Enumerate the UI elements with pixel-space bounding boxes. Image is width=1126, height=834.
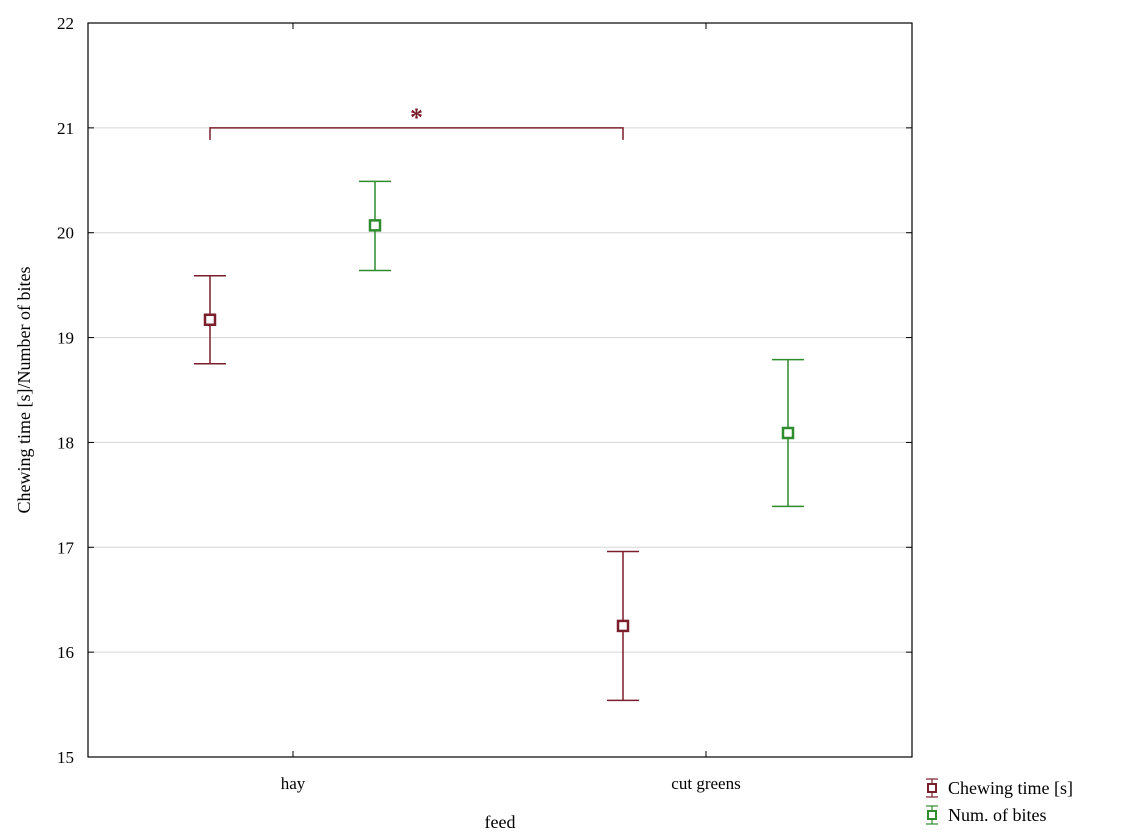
y-tick-label: 15 <box>57 748 74 767</box>
x-tick-label: hay <box>281 774 306 793</box>
legend-swatch-marker <box>927 783 937 793</box>
y-tick-label: 19 <box>57 329 74 348</box>
x-axis-title: feed <box>485 812 516 832</box>
y-tick-label: 21 <box>57 119 74 138</box>
x-tick-label: cut greens <box>671 774 740 793</box>
legend-swatch-marker <box>927 810 937 820</box>
x-axis: hay cut greens <box>281 23 741 793</box>
series <box>194 180 804 702</box>
significance-label: * <box>410 103 423 132</box>
data-point <box>616 619 630 633</box>
y-tick-label: 16 <box>57 643 74 662</box>
data-point <box>368 219 382 232</box>
plot-frame <box>87 22 913 758</box>
legend: Chewing time [s] Num. of bites <box>926 778 1073 825</box>
annotations: * <box>209 103 624 140</box>
legend-label: Num. of bites <box>948 805 1047 825</box>
data-point <box>203 313 217 326</box>
y-axis-title: Chewing time [s]/Number of bites <box>14 267 34 514</box>
significance-bracket <box>209 127 624 140</box>
legend-label: Chewing time [s] <box>948 778 1073 798</box>
y-tick-label: 18 <box>57 433 74 452</box>
y-tick-label: 22 <box>57 14 74 33</box>
series-group <box>359 180 804 508</box>
data-point <box>781 426 795 440</box>
series-group <box>194 274 639 702</box>
y-tick-label: 20 <box>57 224 74 243</box>
y-axis: 15 16 17 18 19 20 21 22 <box>57 14 912 767</box>
y-tick-label: 17 <box>57 538 75 557</box>
